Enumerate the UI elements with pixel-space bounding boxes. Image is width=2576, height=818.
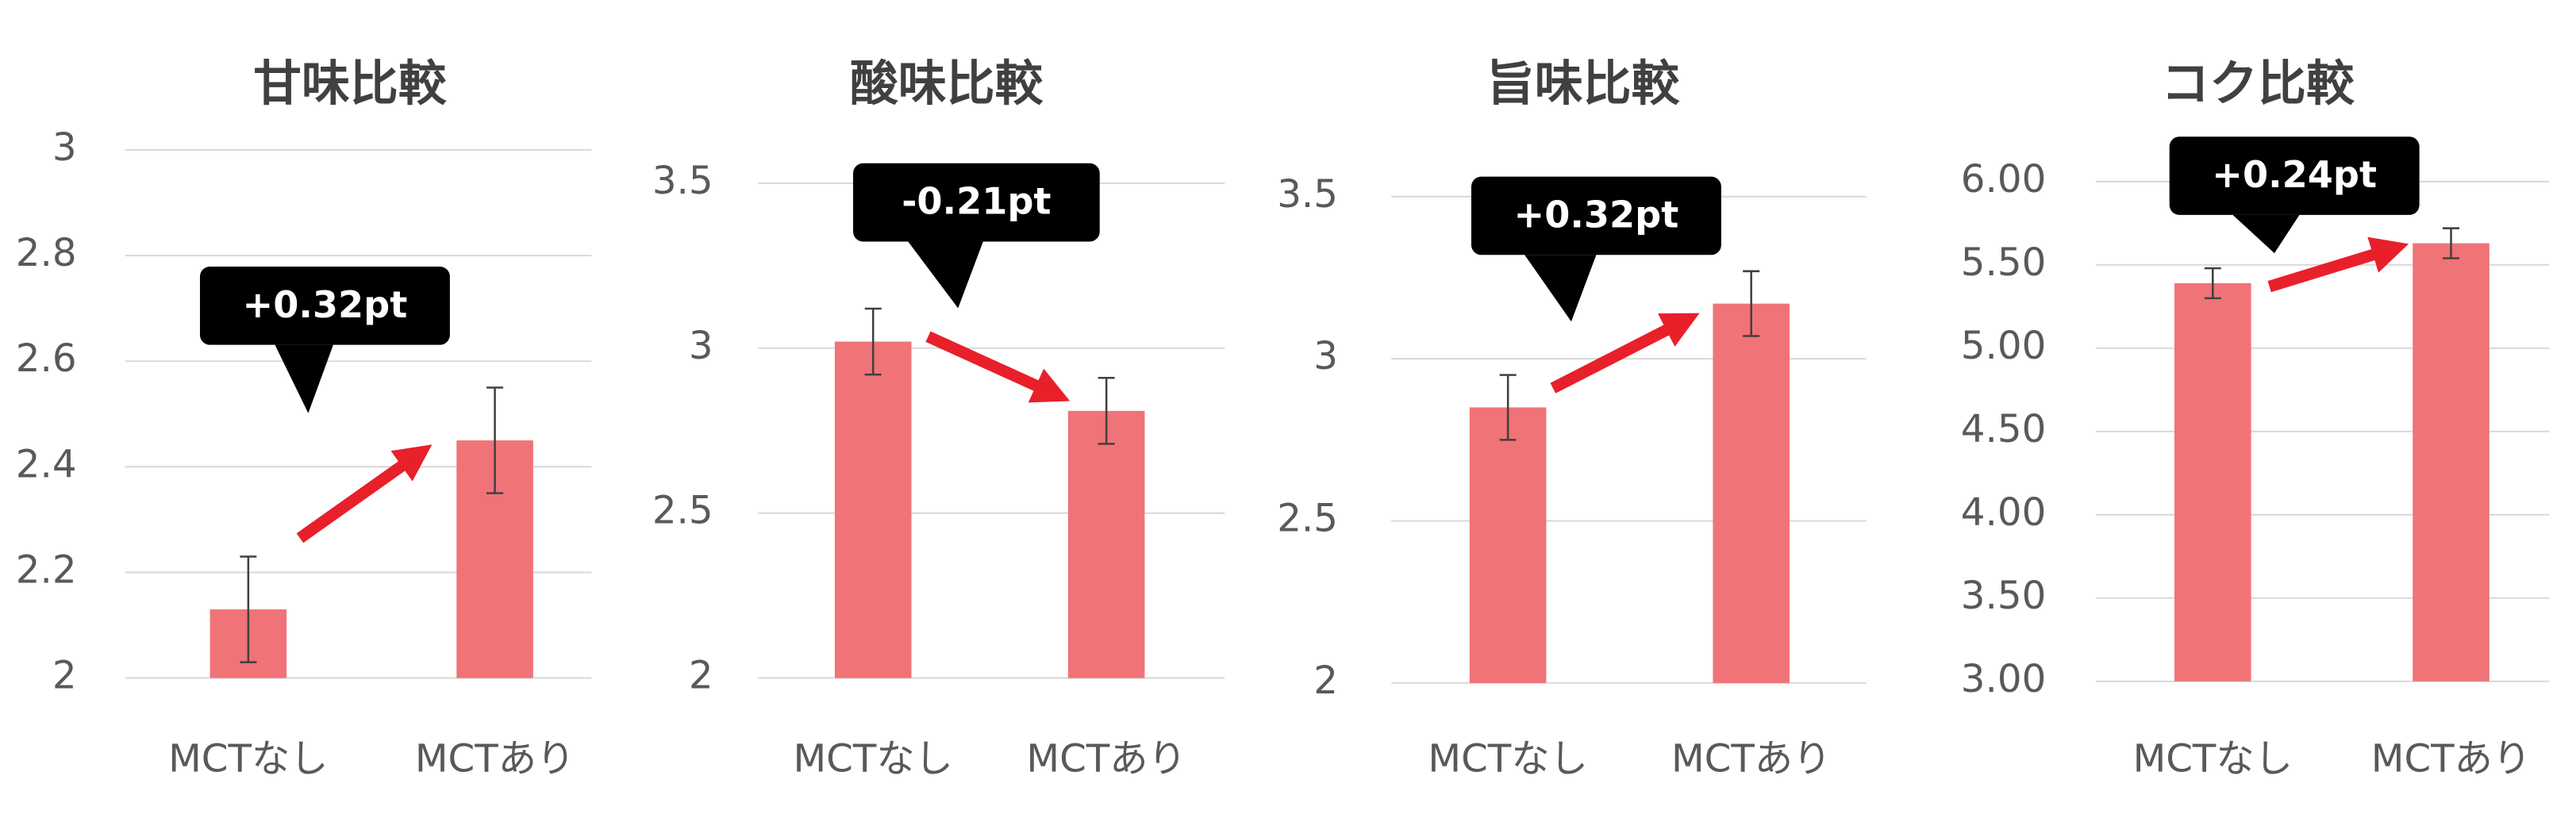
callout-text: +0.32pt xyxy=(243,283,408,326)
x-tick-label: MCTあり xyxy=(1026,737,1186,782)
bar xyxy=(2174,282,2251,682)
x-tick-label: MCTなし xyxy=(793,737,952,782)
y-tick-label: 3 xyxy=(52,125,77,170)
callout-text: +0.24pt xyxy=(2212,153,2377,196)
y-tick-label: 2.5 xyxy=(652,489,713,533)
error-bar xyxy=(864,307,882,376)
change-arrow xyxy=(1550,313,1700,394)
y-tick-label: 3 xyxy=(689,324,713,368)
error-bar xyxy=(2443,227,2460,259)
callout-box xyxy=(853,163,1100,242)
callout-text: -0.21pt xyxy=(902,180,1051,223)
callout-tail xyxy=(2232,214,2300,254)
x-tick-label: MCTあり xyxy=(1671,737,1831,782)
y-tick-label: 2.6 xyxy=(16,336,77,381)
y-tick-label: 2 xyxy=(1313,659,1338,703)
bar xyxy=(1713,303,1790,683)
y-tick-label: 4.50 xyxy=(1961,407,2047,451)
callout-text: +0.32pt xyxy=(1514,194,1679,236)
y-tick-label: 2.4 xyxy=(16,442,77,486)
error-bar xyxy=(240,555,257,663)
callout-box xyxy=(2169,136,2420,215)
y-tick-label: 3.00 xyxy=(1961,657,2047,701)
callout-box xyxy=(1471,176,1721,255)
callout-tail xyxy=(908,241,983,309)
x-tick-label: MCTあり xyxy=(2371,737,2531,782)
chart-title: 甘味比較 xyxy=(253,56,448,112)
y-tick-label: 2 xyxy=(689,654,713,698)
bar xyxy=(1067,410,1145,678)
bar xyxy=(1469,407,1547,683)
y-tick-label: 5.00 xyxy=(1961,324,2047,368)
y-tick-label: 5.50 xyxy=(1961,240,2047,285)
y-tick-label: 6.00 xyxy=(1961,157,2047,202)
callout-tail xyxy=(1524,255,1597,322)
chart-title: 旨味比較 xyxy=(1486,56,1681,112)
bar-chart: 酸味比較 2 2.5 3 3.5 MCTなし MCTあり -0.21pt xyxy=(652,56,1225,782)
bar xyxy=(2413,243,2489,682)
y-tick-label: 3.5 xyxy=(652,159,713,203)
x-tick-label: MCTあり xyxy=(415,737,575,782)
callout-tail xyxy=(275,344,333,413)
error-bar xyxy=(1743,270,1760,337)
y-tick-label: 4.00 xyxy=(1961,490,2047,535)
change-arrow xyxy=(296,444,433,543)
bar xyxy=(834,341,912,678)
x-tick-label: MCTなし xyxy=(2133,737,2293,782)
y-tick-label: 3 xyxy=(1313,334,1338,378)
error-bar xyxy=(1098,377,1115,445)
error-bar xyxy=(1499,374,1517,441)
x-tick-label: MCTなし xyxy=(168,737,328,782)
bar-chart: 甘味比較 2 2.2 2.4 2.6 2.8 3 MCTなし MCTあり +0.32pt xyxy=(16,56,592,782)
bar-chart: 旨味比較 2 2.5 3 3.5 MCTなし MCTあり +0.32pt xyxy=(1277,56,1867,782)
y-tick-label: 2.8 xyxy=(16,231,77,275)
error-bar xyxy=(486,386,504,494)
y-tick-label: 3.50 xyxy=(1961,574,2047,618)
y-tick-label: 3.5 xyxy=(1277,172,1338,217)
error-bar xyxy=(2204,267,2221,300)
callout-box xyxy=(199,266,450,345)
x-tick-label: MCTなし xyxy=(1428,737,1587,782)
y-tick-label: 2.5 xyxy=(1277,497,1338,541)
change-arrow xyxy=(2267,236,2409,293)
chart-title: 酸味比較 xyxy=(850,56,1044,112)
y-tick-label: 2 xyxy=(52,654,77,698)
y-tick-label: 2.2 xyxy=(16,547,77,592)
change-arrow xyxy=(925,331,1071,403)
bar-chart: コク比較 3.00 3.50 4.00 4.50 5.00 5.50 6.00 MCTなし MCT… xyxy=(1961,56,2550,782)
chart-title: コク比較 xyxy=(2161,56,2355,112)
